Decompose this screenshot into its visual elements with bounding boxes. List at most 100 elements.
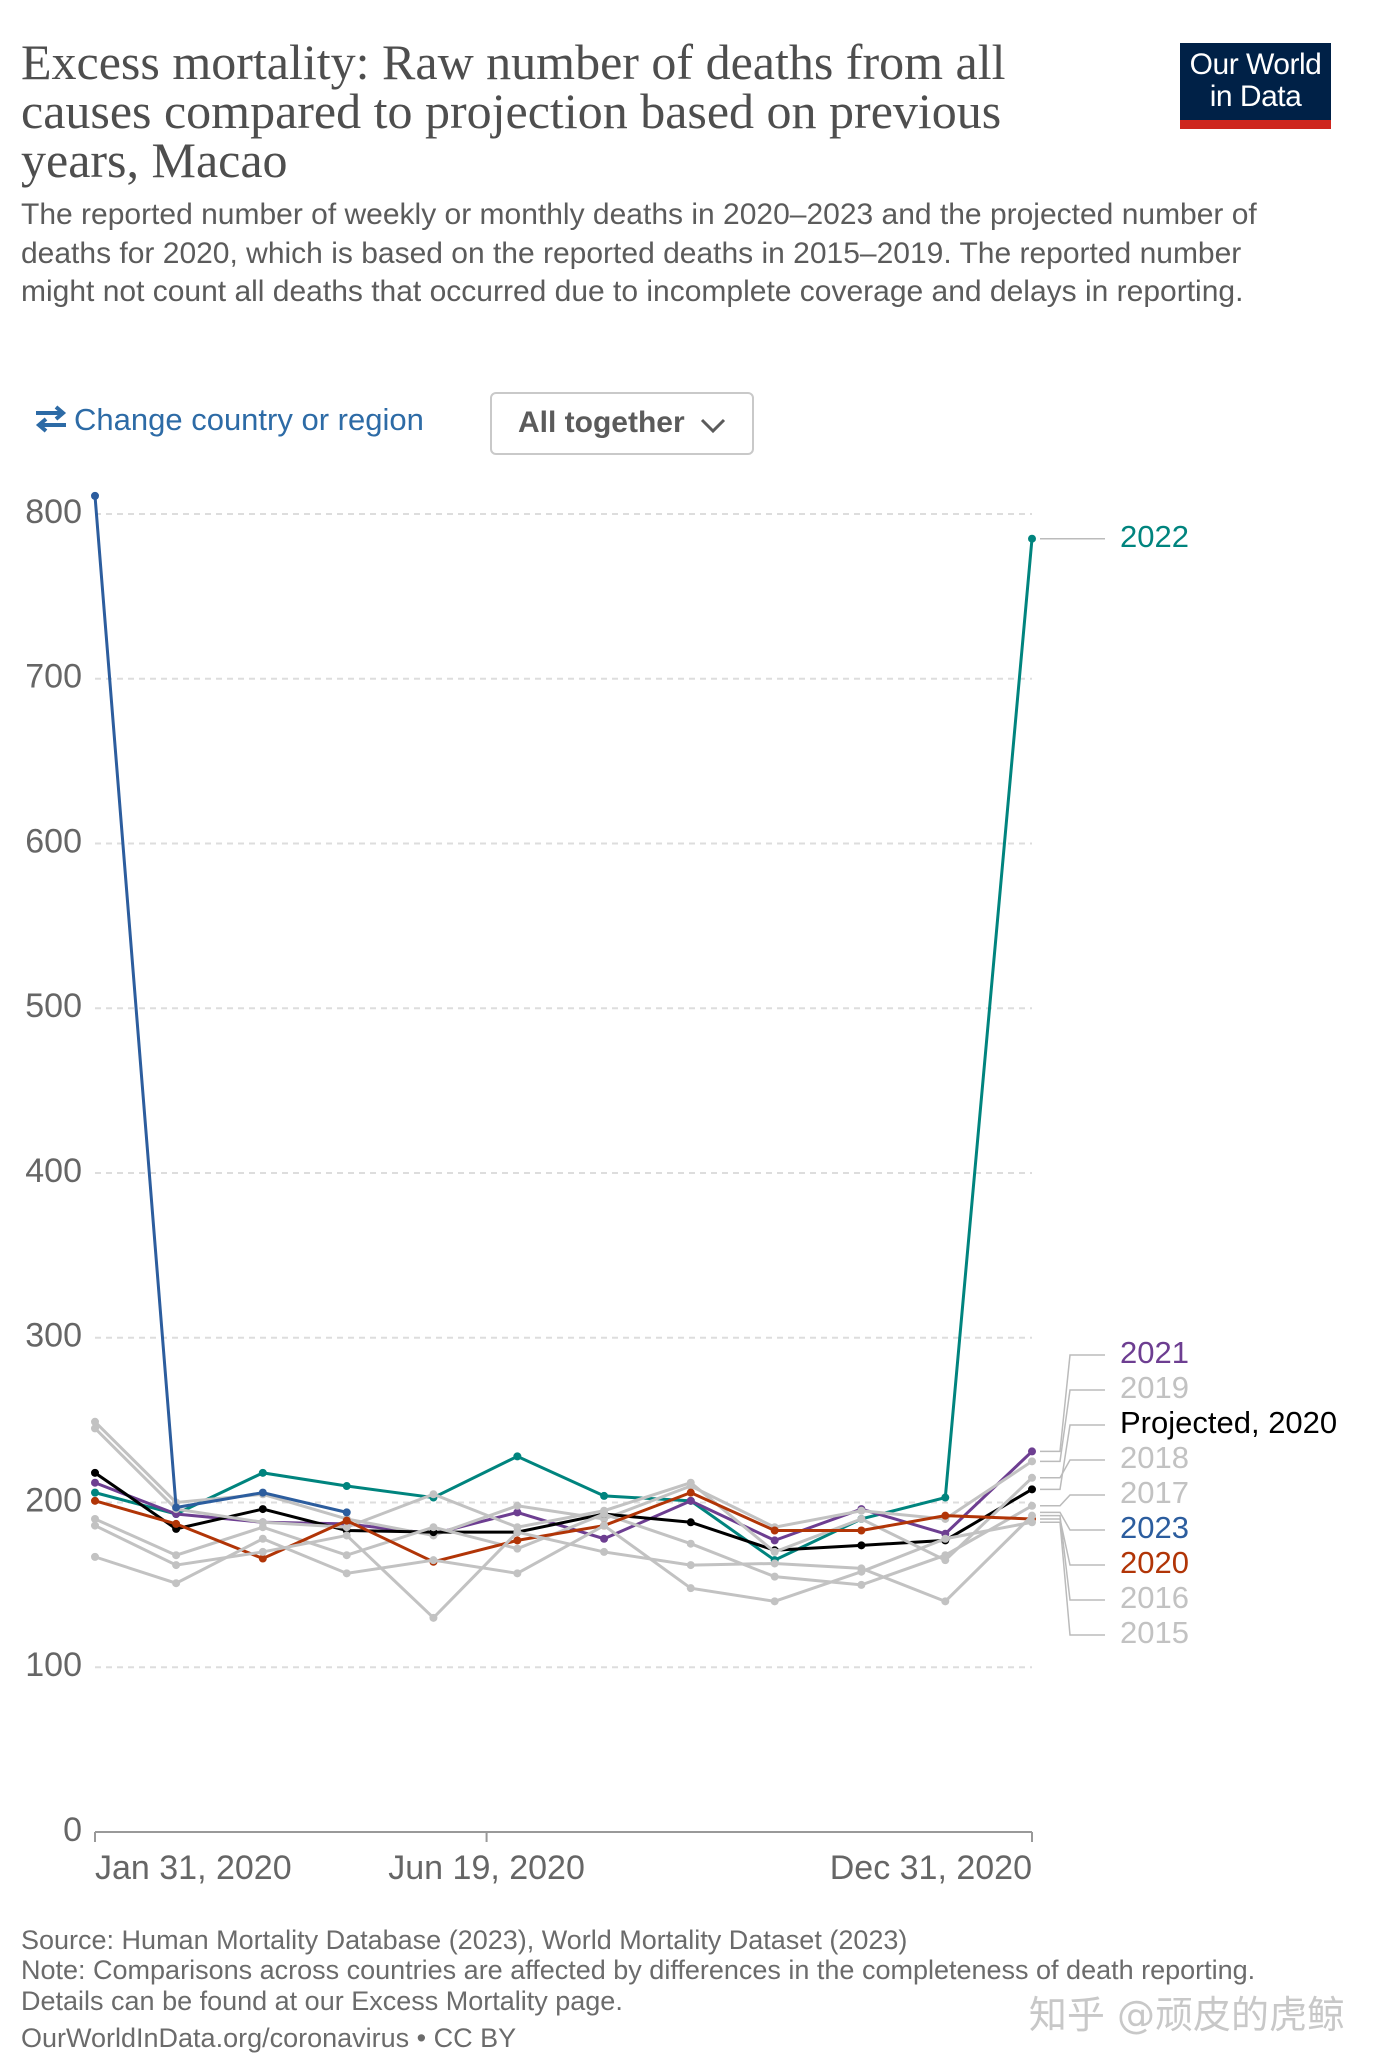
data-point <box>342 1508 351 1517</box>
data-point <box>172 1551 181 1560</box>
data-point <box>513 1536 522 1545</box>
series-line <box>94 1520 1033 1603</box>
y-tick-label: 400 <box>25 1152 82 1190</box>
logo-line: in Data <box>1209 80 1302 113</box>
data-point <box>1028 1501 1036 1510</box>
label-connector <box>1040 1511 1105 1531</box>
label-connector <box>1040 1424 1105 1491</box>
data-point <box>91 1552 99 1561</box>
x-tick-label: Jun 19, 2020 <box>388 1849 585 1887</box>
label-connector <box>1040 1354 1105 1453</box>
data-point <box>172 1561 181 1570</box>
data-point <box>686 1478 695 1487</box>
y-tick-label: 200 <box>25 1481 82 1519</box>
label-connector <box>1040 1518 1105 1566</box>
series-line <box>94 1514 1034 1620</box>
data-point <box>1028 1485 1036 1494</box>
data-point <box>258 1523 267 1532</box>
data-point <box>857 1541 866 1550</box>
data-point <box>600 1491 609 1500</box>
data-point <box>1028 1473 1036 1482</box>
data-point <box>342 1482 351 1491</box>
source: Source: Human Mortality Database (2023),… <box>21 1925 908 1955</box>
data-point <box>686 1539 695 1548</box>
series-label: Projected, 2020 <box>1120 1405 1337 1440</box>
data-point <box>941 1511 950 1520</box>
series-label: 2019 <box>1120 1370 1189 1405</box>
chart: 0 100 200 300 400 500 600 700 800 Jan 31, 2020 Jun… <box>25 491 1337 1887</box>
data-point <box>342 1569 351 1578</box>
data-point <box>172 1579 181 1588</box>
y-tick-label: 0 <box>63 1811 82 1849</box>
label-connector <box>1040 1514 1105 1601</box>
data-point <box>172 1519 181 1528</box>
data-point <box>686 1488 695 1497</box>
series-label: 2022 <box>1120 519 1189 554</box>
data-point <box>258 1488 267 1497</box>
data-point <box>513 1501 522 1510</box>
y-tick-label: 500 <box>25 987 82 1025</box>
data-point <box>91 491 99 500</box>
data-point <box>1028 534 1036 543</box>
series-line <box>93 1427 1034 1562</box>
data-point <box>1028 1447 1036 1456</box>
data-point <box>770 1559 779 1568</box>
chart-subtitle: The reported number of weekly or monthly… <box>21 198 1257 308</box>
data-point <box>258 1547 267 1556</box>
label-connector <box>1040 1521 1105 1636</box>
data-point <box>429 1613 438 1622</box>
label-connector <box>1040 1459 1105 1479</box>
data-point <box>172 1503 181 1512</box>
chart-title: Excess mortality: Raw number of deaths f… <box>21 34 1006 188</box>
data-point <box>770 1547 779 1556</box>
data-point <box>342 1531 351 1540</box>
data-point <box>686 1584 695 1593</box>
data-point <box>1028 1457 1036 1466</box>
note: Note: Comparisons across countries are a… <box>21 1955 1256 1985</box>
data-point <box>857 1514 866 1523</box>
data-point <box>941 1493 950 1502</box>
logo[interactable]: Our World in Data <box>1180 43 1331 129</box>
swap-icon <box>35 405 67 433</box>
data-point <box>686 1496 695 1505</box>
data-point <box>770 1572 779 1581</box>
series-label: 2023 <box>1120 1510 1189 1545</box>
data-point <box>770 1536 779 1545</box>
data-point <box>941 1551 950 1560</box>
data-point <box>91 1468 99 1477</box>
data-point <box>857 1580 866 1589</box>
data-point <box>686 1561 695 1570</box>
data-point <box>429 1556 438 1565</box>
series-label: 2018 <box>1120 1440 1189 1475</box>
data-point <box>513 1528 522 1537</box>
chevron <box>700 418 726 434</box>
y-tick-label: 100 <box>25 1646 82 1684</box>
data-point <box>91 1478 99 1487</box>
view-dropdown[interactable]: All together <box>490 392 754 455</box>
details[interactable]: Details can be found at our Excess Morta… <box>21 1986 623 2016</box>
logo-line: Our World <box>1189 48 1322 81</box>
data-point <box>857 1526 866 1535</box>
series-line <box>94 1504 1033 1587</box>
y-tick-label: 700 <box>25 658 82 696</box>
data-point <box>258 1468 267 1477</box>
data-point <box>770 1597 779 1606</box>
y-tick-label: 600 <box>25 822 82 860</box>
series-label: 2020 <box>1120 1545 1189 1580</box>
series-label: 2017 <box>1120 1475 1189 1510</box>
series-label: 2016 <box>1120 1580 1189 1615</box>
data-point <box>941 1597 950 1606</box>
data-point <box>600 1510 609 1519</box>
data-point <box>513 1452 522 1461</box>
series-line <box>94 1471 1033 1552</box>
data-point <box>429 1490 438 1499</box>
y-tick-label: 300 <box>25 1317 82 1355</box>
data-point <box>600 1521 609 1530</box>
x-tick-label: Jan 31, 2020 <box>95 1849 292 1887</box>
data-point <box>1028 1518 1036 1527</box>
y-tick-label: 800 <box>25 493 82 531</box>
change-label: Change country or region <box>74 402 424 437</box>
series-line <box>93 495 348 1514</box>
change-country-button[interactable]: Change country or region <box>34 402 424 438</box>
url[interactable]: OurWorldInData.org/coronavirus • CC BY <box>21 2023 517 2053</box>
